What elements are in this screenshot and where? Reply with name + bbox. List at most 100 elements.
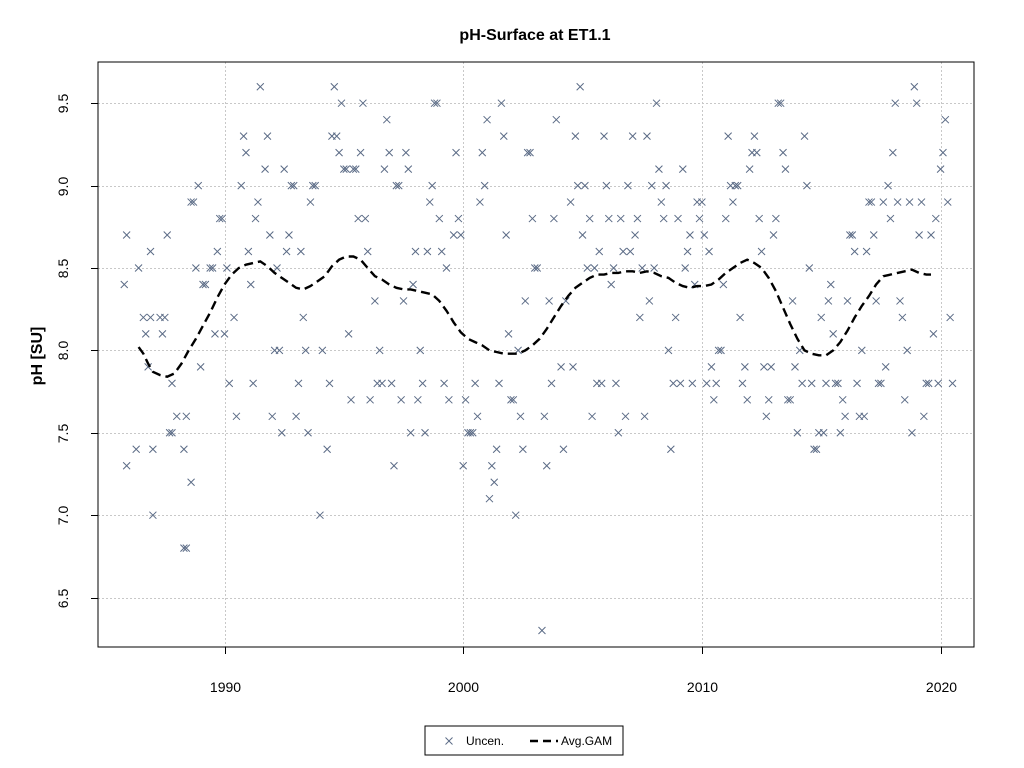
data-point-stroke — [633, 214, 642, 223]
data-point-stroke — [624, 181, 632, 190]
data-point-stroke — [499, 132, 508, 141]
data-point-stroke — [232, 412, 241, 421]
data-point-stroke — [411, 247, 420, 256]
data-point-stroke — [404, 165, 413, 173]
data-point — [872, 297, 880, 305]
data-point — [371, 297, 379, 305]
data-point-stroke — [819, 428, 828, 437]
data-point — [468, 428, 477, 437]
data-point-stroke — [323, 445, 331, 454]
data-point-stroke — [719, 280, 728, 289]
data-point-stroke — [650, 264, 659, 272]
data-point-stroke — [812, 445, 821, 454]
data-point — [483, 115, 491, 124]
data-point-stroke — [688, 379, 697, 388]
data-point — [896, 297, 904, 305]
data-point — [857, 346, 866, 355]
data-point-stroke — [275, 346, 284, 355]
data-point-stroke — [189, 198, 198, 206]
data-point-stroke — [581, 181, 589, 190]
data-point-stroke — [485, 494, 494, 503]
data-point — [547, 379, 556, 388]
data-point-stroke — [292, 412, 300, 421]
data-point — [301, 346, 310, 355]
data-point — [471, 379, 479, 388]
data-point — [254, 198, 262, 206]
data-point — [361, 214, 370, 223]
data-point-stroke — [683, 247, 692, 256]
data-point — [487, 461, 496, 470]
data-point — [900, 395, 909, 404]
data-point-stroke — [862, 247, 871, 256]
data-point — [225, 379, 234, 388]
data-point-stroke — [652, 99, 661, 108]
data-point — [187, 478, 195, 487]
data-point-stroke — [356, 148, 365, 157]
data-point-stroke — [163, 231, 172, 239]
data-point-stroke — [597, 379, 606, 388]
data-point — [559, 445, 568, 454]
data-point — [134, 264, 143, 272]
data-point-stroke — [504, 330, 513, 338]
data-point — [774, 99, 783, 108]
data-point — [588, 412, 596, 421]
data-point-stroke — [437, 247, 446, 256]
y-tick-label: 7.5 — [55, 424, 71, 444]
data-point-stroke — [180, 544, 188, 552]
data-point — [354, 214, 363, 223]
data-point — [499, 132, 508, 141]
data-point-stroke — [466, 428, 475, 437]
data-point-stroke — [905, 198, 914, 206]
data-point — [688, 379, 697, 388]
data-point-stroke — [287, 181, 296, 190]
data-point — [800, 132, 809, 141]
data-point — [423, 247, 432, 256]
data-point — [750, 132, 759, 141]
data-point — [931, 214, 940, 223]
data-point — [409, 280, 417, 289]
data-point — [461, 395, 470, 404]
data-point — [695, 214, 704, 223]
data-point-stroke — [523, 148, 532, 157]
data-point-stroke — [903, 346, 912, 355]
data-point-stroke — [772, 214, 780, 223]
data-point — [709, 395, 718, 404]
data-point-stroke — [421, 428, 429, 437]
data-point — [165, 428, 174, 437]
data-point — [595, 247, 604, 256]
data-point — [571, 132, 580, 141]
data-point — [657, 198, 666, 206]
data-point-stroke — [569, 363, 577, 371]
data-point-stroke — [671, 313, 680, 322]
data-point-stroke — [877, 379, 885, 388]
data-point — [158, 330, 167, 338]
data-point-stroke — [492, 445, 501, 454]
data-point — [480, 181, 489, 190]
data-point-stroke — [215, 214, 224, 223]
data-point — [888, 148, 897, 157]
data-point — [597, 379, 606, 388]
data-point-stroke — [351, 165, 360, 173]
data-point-stroke — [764, 395, 773, 404]
data-point-stroke — [934, 379, 943, 388]
y-tick-label: 9.0 — [55, 177, 71, 197]
data-point — [891, 99, 900, 108]
data-point-stroke — [881, 363, 890, 371]
data-point — [172, 412, 181, 421]
data-point — [199, 280, 207, 289]
data-point — [139, 313, 148, 322]
data-point — [903, 346, 912, 355]
data-point — [731, 181, 740, 190]
data-point — [299, 313, 308, 322]
data-point — [146, 313, 155, 322]
data-point-stroke — [733, 181, 742, 190]
data-point-stroke — [342, 165, 351, 173]
data-point-stroke — [659, 214, 668, 223]
data-point-stroke — [674, 214, 682, 223]
data-point-stroke — [557, 363, 565, 371]
data-point-stroke — [628, 132, 637, 141]
data-point — [538, 626, 546, 635]
data-point-stroke — [762, 412, 771, 421]
data-point — [194, 181, 203, 190]
